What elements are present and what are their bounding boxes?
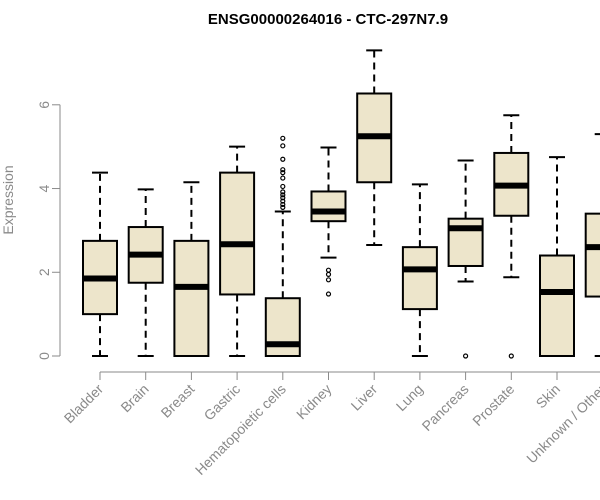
- box-body: [539, 254, 575, 358]
- y-tick-label: 2: [36, 268, 52, 276]
- x-tick-label: Liver: [348, 381, 381, 414]
- box-pancreas: [447, 159, 484, 359]
- box-body: [219, 171, 256, 296]
- x-tick-label: Gastric: [201, 381, 244, 424]
- outlier-point: [463, 353, 469, 359]
- chart-title: ENSG00000264016 - CTC-297N7.9: [208, 11, 448, 28]
- outlier-point: [280, 170, 286, 176]
- x-tick-label: Bladder: [61, 381, 107, 427]
- outlier-point: [280, 198, 286, 204]
- box-brain: [127, 188, 164, 357]
- x-tick-label: Prostate: [469, 381, 517, 429]
- outlier-point: [280, 167, 286, 173]
- outlier-point: [508, 353, 514, 359]
- outlier-point: [280, 156, 286, 162]
- box-series: [82, 49, 600, 359]
- y-tick-label: 0: [36, 352, 52, 360]
- outlier-point: [280, 135, 286, 141]
- outlier-point: [280, 192, 286, 198]
- box-bladder: [82, 171, 118, 357]
- x-tick-label: Skin: [533, 381, 564, 412]
- box-body: [310, 190, 347, 223]
- box-kidney: [310, 146, 347, 297]
- x-tick-label: Breast: [158, 381, 198, 421]
- box-liver: [356, 49, 393, 247]
- box-body: [173, 239, 210, 357]
- x-tick-label: Hematopoietic cells: [192, 381, 289, 478]
- outlier-point: [325, 267, 332, 273]
- y-tick-label: 6: [36, 101, 52, 109]
- outlier-point: [280, 204, 286, 210]
- box-prostate: [493, 114, 530, 359]
- x-tick-label: Lung: [393, 381, 426, 414]
- y-tick-label: 4: [36, 184, 52, 192]
- outlier-point: [325, 291, 332, 297]
- y-axis-label: Expression: [0, 165, 16, 234]
- outlier-point: [280, 183, 286, 190]
- box-lung: [401, 183, 438, 357]
- box-hematopoietic-cells: [264, 135, 301, 357]
- outlier-point: [280, 175, 286, 181]
- outlier-point: [280, 201, 286, 208]
- box-gastric: [219, 145, 256, 357]
- x-tick-label: Brain: [117, 381, 151, 415]
- box-unknown-other: [584, 133, 600, 357]
- box-body: [584, 212, 600, 298]
- box-body: [264, 297, 301, 357]
- box-skin: [539, 156, 575, 358]
- x-tick-label: Kidney: [293, 381, 335, 423]
- outlier-point: [280, 189, 286, 195]
- outlier-point: [280, 143, 286, 149]
- outlier-point: [280, 195, 286, 201]
- box-body: [401, 246, 438, 311]
- y-axis: 0 2 4 6: [36, 101, 61, 360]
- outlier-point: [325, 277, 332, 283]
- box-breast: [173, 181, 210, 357]
- outlier-point: [325, 271, 332, 277]
- x-tick-label: Pancreas: [419, 381, 472, 434]
